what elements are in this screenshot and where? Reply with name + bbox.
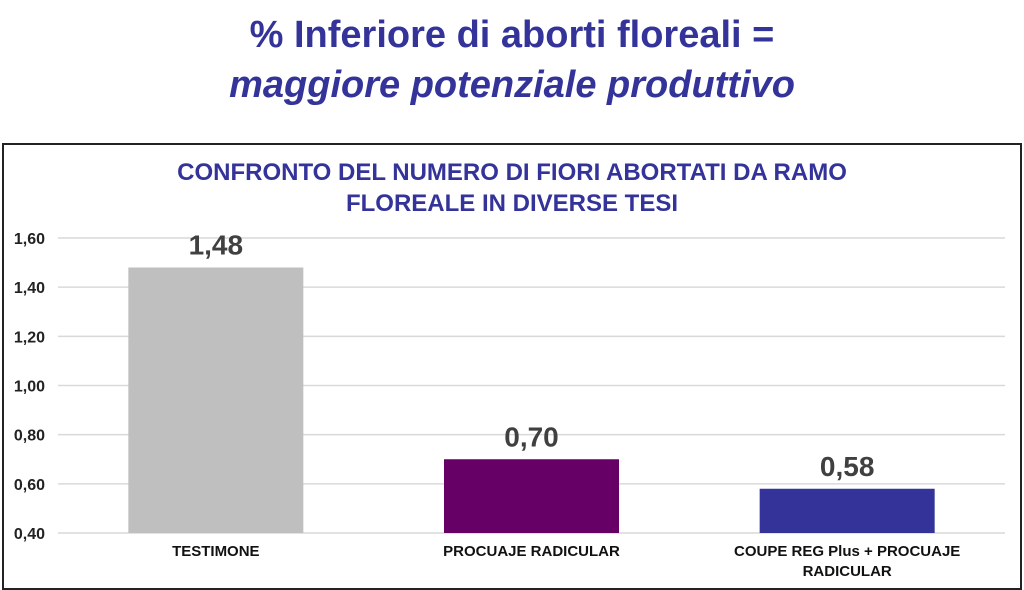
bar [128, 267, 304, 533]
y-tick-label: 1,00 [14, 379, 45, 396]
y-tick-label: 0,60 [14, 477, 45, 494]
bar [759, 488, 935, 533]
bar [444, 459, 619, 533]
chart-title-line2: FLOREALE IN DIVERSE TESI [345, 190, 679, 217]
y-tick-label: 0,80 [14, 428, 45, 445]
data-label: 0,58 [820, 451, 875, 482]
x-tick-label: COUPE REG Plus + PROCUAJE [734, 543, 960, 560]
x-tick-label: RADICULAR [803, 563, 892, 580]
headline-line2: maggiore potenziale produttivo [229, 64, 795, 106]
x-tick-label: TESTIMONE [172, 543, 260, 560]
chart-title: CONFRONTO DEL NUMERO DI FIORI ABORTATI D… [0, 157, 1024, 219]
y-tick-label: 0,40 [14, 526, 45, 543]
y-tick-label: 1,60 [14, 231, 45, 248]
data-label: 1,48 [189, 230, 244, 261]
headline-line1: % Inferiore di aborti floreali = [249, 14, 775, 56]
data-label: 0,70 [504, 421, 559, 452]
y-tick-label: 1,40 [14, 280, 45, 297]
chart-title-line1: CONFRONTO DEL NUMERO DI FIORI ABORTATI D… [177, 159, 847, 186]
y-tick-label: 1,20 [14, 329, 45, 346]
x-tick-label: PROCUAJE RADICULAR [443, 543, 620, 560]
chart-frame [2, 143, 1022, 590]
